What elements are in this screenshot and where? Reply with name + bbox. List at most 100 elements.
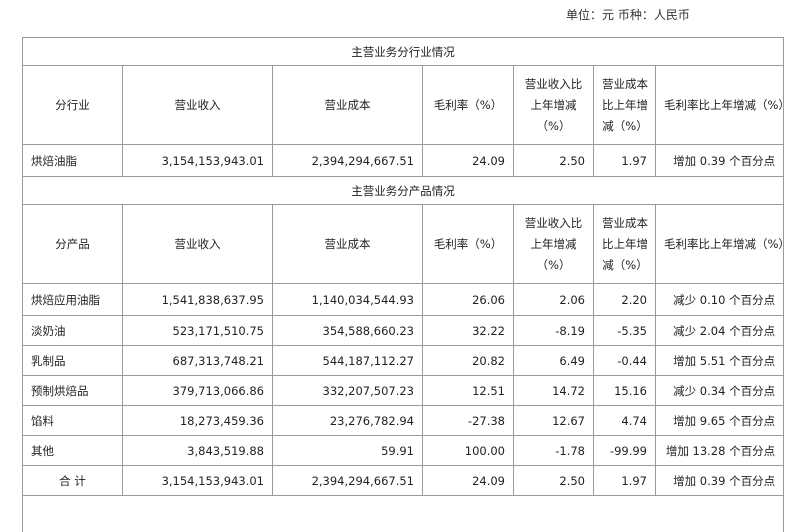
business-table: 主营业务分行业情况 分行业 营业收入 营业成本 毛利率（%） 营业收入比 上年增… bbox=[22, 37, 784, 532]
header-line: 减（%） bbox=[602, 116, 648, 137]
cell-revenue-change: -8.19 bbox=[514, 316, 594, 346]
cell-revenue-change: 14.72 bbox=[514, 376, 594, 406]
header-line: 比上年增 bbox=[602, 234, 648, 255]
header-line: 营业成本 bbox=[602, 74, 648, 95]
header-margin: 毛利率（%） bbox=[423, 205, 514, 284]
cell-revenue-change: 6.49 bbox=[514, 346, 594, 376]
cell-cost-change: 4.74 bbox=[594, 406, 656, 436]
cell-cost: 59.91 bbox=[273, 436, 423, 466]
header-revenue: 营业收入 bbox=[123, 205, 273, 284]
cell-margin-change: 增加 13.28 个百分点 bbox=[656, 436, 784, 466]
table-row: 淡奶油 523,171,510.75 354,588,660.23 32.22 … bbox=[23, 316, 784, 346]
cell-cost-change: 2.20 bbox=[594, 284, 656, 316]
cell-margin-change: 增加 0.39 个百分点 bbox=[656, 145, 784, 177]
cell-cost: 544,187,112.27 bbox=[273, 346, 423, 376]
total-row: 合 计 3,154,153,943.01 2,394,294,667.51 24… bbox=[23, 466, 784, 496]
cell-cost-change: 15.16 bbox=[594, 376, 656, 406]
cell-revenue: 3,154,153,943.01 bbox=[123, 145, 273, 177]
cell-margin: -27.38 bbox=[423, 406, 514, 436]
cell-name: 乳制品 bbox=[23, 346, 123, 376]
header-margin: 毛利率（%） bbox=[423, 66, 514, 145]
cell-name: 淡奶油 bbox=[23, 316, 123, 346]
table-continuation-row bbox=[23, 496, 784, 532]
cell-name: 烘焙油脂 bbox=[23, 145, 123, 177]
cell-revenue-change: 2.50 bbox=[514, 145, 594, 177]
cell-revenue: 3,154,153,943.01 bbox=[123, 466, 273, 496]
cell-cost-change: -99.99 bbox=[594, 436, 656, 466]
header-revenue-change: 营业收入比 上年增减 （%） bbox=[514, 66, 594, 145]
product-section-title-row: 主营业务分产品情况 bbox=[23, 177, 784, 205]
cell-margin: 12.51 bbox=[423, 376, 514, 406]
header-line: 上年增减 bbox=[525, 234, 583, 255]
cell-revenue: 1,541,838,637.95 bbox=[123, 284, 273, 316]
cell-revenue: 379,713,066.86 bbox=[123, 376, 273, 406]
cell-margin: 32.22 bbox=[423, 316, 514, 346]
cell-revenue-change: -1.78 bbox=[514, 436, 594, 466]
cell-margin-change: 减少 0.10 个百分点 bbox=[656, 284, 784, 316]
table-row: 烘焙油脂 3,154,153,943.01 2,394,294,667.51 2… bbox=[23, 145, 784, 177]
cell-margin-change: 增加 0.39 个百分点 bbox=[656, 466, 784, 496]
header-cost-change: 营业成本 比上年增 减（%） bbox=[594, 66, 656, 145]
industry-header-row: 分行业 营业收入 营业成本 毛利率（%） 营业收入比 上年增减 （%） 营业成本… bbox=[23, 66, 784, 145]
product-section-title: 主营业务分产品情况 bbox=[23, 177, 784, 205]
cell-margin: 26.06 bbox=[423, 284, 514, 316]
cell-margin: 100.00 bbox=[423, 436, 514, 466]
cell-margin-change: 增加 9.65 个百分点 bbox=[656, 406, 784, 436]
cell-revenue-change: 2.06 bbox=[514, 284, 594, 316]
cell-cost: 2,394,294,667.51 bbox=[273, 145, 423, 177]
header-revenue: 营业收入 bbox=[123, 66, 273, 145]
header-line: 营业成本 bbox=[602, 213, 648, 234]
table-row: 乳制品 687,313,748.21 544,187,112.27 20.82 … bbox=[23, 346, 784, 376]
header-line: 减（%） bbox=[602, 255, 648, 276]
header-line: 上年增减 bbox=[525, 95, 583, 116]
cell-cost: 1,140,034,544.93 bbox=[273, 284, 423, 316]
cell-revenue: 18,273,459.36 bbox=[123, 406, 273, 436]
header-cost: 营业成本 bbox=[273, 205, 423, 284]
industry-section-title: 主营业务分行业情况 bbox=[23, 38, 784, 66]
cell-cost-change: 1.97 bbox=[594, 466, 656, 496]
cell-cost: 2,394,294,667.51 bbox=[273, 466, 423, 496]
cell-name: 预制烘焙品 bbox=[23, 376, 123, 406]
cell-name: 合 计 bbox=[23, 466, 123, 496]
cell-cost-change: 1.97 bbox=[594, 145, 656, 177]
cell-cost: 354,588,660.23 bbox=[273, 316, 423, 346]
cell-margin-change: 减少 0.34 个百分点 bbox=[656, 376, 784, 406]
cell-name: 烘焙应用油脂 bbox=[23, 284, 123, 316]
cell-cost-change: -0.44 bbox=[594, 346, 656, 376]
table-row: 烘焙应用油脂 1,541,838,637.95 1,140,034,544.93… bbox=[23, 284, 784, 316]
cell-revenue: 3,843,519.88 bbox=[123, 436, 273, 466]
cell-margin-change: 减少 2.04 个百分点 bbox=[656, 316, 784, 346]
header-line: 比上年增 bbox=[602, 95, 648, 116]
cell-name: 其他 bbox=[23, 436, 123, 466]
table-row: 预制烘焙品 379,713,066.86 332,207,507.23 12.5… bbox=[23, 376, 784, 406]
cell-revenue-change: 12.67 bbox=[514, 406, 594, 436]
cell-margin: 24.09 bbox=[423, 466, 514, 496]
header-line: （%） bbox=[525, 255, 583, 276]
product-header-row: 分产品 营业收入 营业成本 毛利率（%） 营业收入比 上年增减 （%） 营业成本… bbox=[23, 205, 784, 284]
header-line: 营业收入比 bbox=[525, 74, 583, 95]
cell-margin: 20.82 bbox=[423, 346, 514, 376]
industry-section-title-row: 主营业务分行业情况 bbox=[23, 38, 784, 66]
cell-revenue-change: 2.50 bbox=[514, 466, 594, 496]
cell-margin: 24.09 bbox=[423, 145, 514, 177]
header-cost: 营业成本 bbox=[273, 66, 423, 145]
unit-note: 单位：元 币种：人民币 bbox=[566, 6, 690, 23]
header-cost-change: 营业成本 比上年增 减（%） bbox=[594, 205, 656, 284]
table-row: 馅料 18,273,459.36 23,276,782.94 -27.38 12… bbox=[23, 406, 784, 436]
cell-margin-change: 增加 5.51 个百分点 bbox=[656, 346, 784, 376]
cell-cost: 332,207,507.23 bbox=[273, 376, 423, 406]
cell-cost: 23,276,782.94 bbox=[273, 406, 423, 436]
header-revenue-change: 营业收入比 上年增减 （%） bbox=[514, 205, 594, 284]
table-row: 其他 3,843,519.88 59.91 100.00 -1.78 -99.9… bbox=[23, 436, 784, 466]
header-line: （%） bbox=[525, 116, 583, 137]
header-category: 分行业 bbox=[23, 66, 123, 145]
header-category: 分产品 bbox=[23, 205, 123, 284]
cell-name: 馅料 bbox=[23, 406, 123, 436]
cell-revenue: 523,171,510.75 bbox=[123, 316, 273, 346]
header-margin-change: 毛利率比上年增减（%） bbox=[656, 66, 784, 145]
cell-cost-change: -5.35 bbox=[594, 316, 656, 346]
cell-revenue: 687,313,748.21 bbox=[123, 346, 273, 376]
header-line: 营业收入比 bbox=[525, 213, 583, 234]
table-continuation bbox=[23, 496, 784, 532]
header-margin-change: 毛利率比上年增减（%） bbox=[656, 205, 784, 284]
